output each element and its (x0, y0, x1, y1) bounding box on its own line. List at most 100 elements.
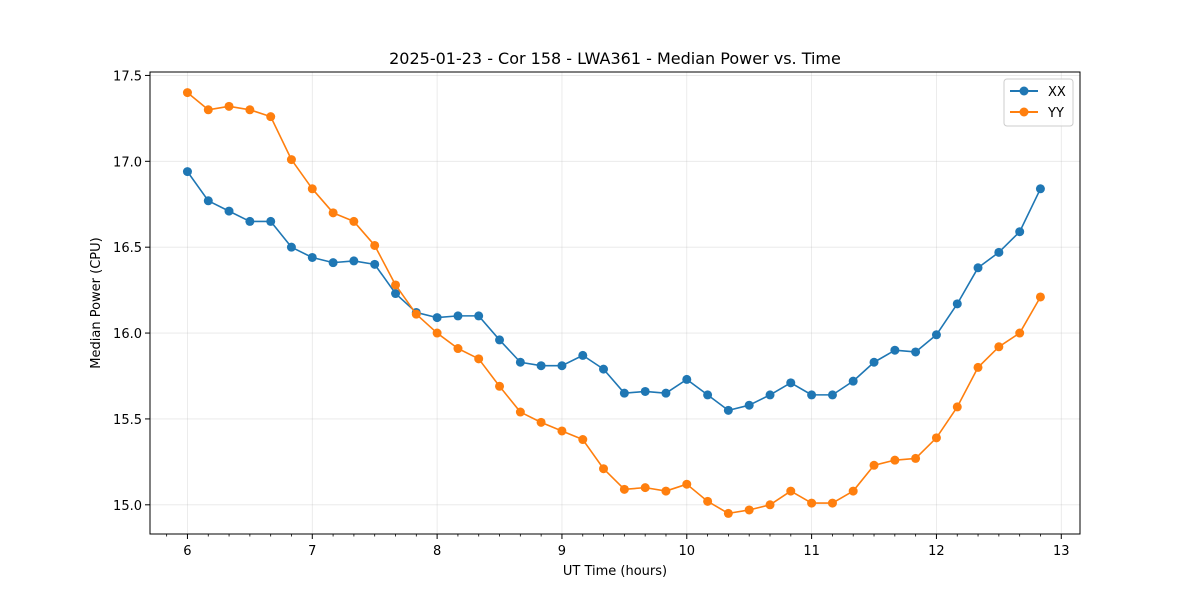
data-point (703, 390, 713, 400)
data-point (515, 407, 525, 417)
data-point (307, 252, 317, 262)
data-point (453, 311, 463, 321)
data-point (182, 167, 192, 177)
data-point (245, 105, 255, 115)
data-point (203, 105, 213, 115)
data-point (557, 426, 567, 436)
data-point (765, 500, 775, 510)
data-point (786, 486, 796, 496)
y-tick-label: 16.0 (113, 327, 142, 342)
data-point (973, 263, 983, 273)
data-point (994, 342, 1004, 352)
data-point (495, 381, 505, 391)
data-point (619, 484, 629, 494)
x-tick-label: 6 (183, 544, 191, 559)
y-tick-label: 17.5 (113, 69, 142, 84)
data-point (286, 242, 296, 252)
data-point (931, 433, 941, 443)
y-tick-label: 15.0 (113, 499, 142, 514)
y-axis-label: Median Power (CPU) (89, 237, 104, 368)
data-point (286, 155, 296, 165)
data-point (599, 364, 609, 374)
data-point (599, 464, 609, 474)
plot-frame (149, 71, 1081, 535)
data-point (557, 361, 567, 371)
data-point (952, 299, 962, 309)
data-point (224, 101, 234, 111)
data-point (453, 344, 463, 354)
data-point (786, 378, 796, 388)
data-point (661, 388, 671, 398)
data-point (848, 376, 858, 386)
x-tick-label: 10 (679, 544, 696, 559)
y-tick-label: 15.5 (113, 413, 142, 428)
data-point (370, 240, 380, 250)
axis-ticks: 6 7 8 9 10 11 12 13 15.0 15.5 16.0 16.5 17.0 17.5 (113, 69, 1070, 559)
y-tick-label: 16.5 (113, 241, 142, 256)
data-point (349, 216, 359, 226)
data-point (391, 280, 401, 290)
data-point (973, 362, 983, 372)
data-point (723, 508, 733, 518)
data-point (411, 309, 421, 319)
data-point (578, 350, 588, 360)
data-point (807, 390, 817, 400)
data-point (744, 505, 754, 515)
data-point (744, 400, 754, 410)
data-point (682, 374, 692, 384)
data-point (349, 256, 359, 266)
series-layer (182, 88, 1045, 518)
data-point (474, 311, 484, 321)
grid (150, 72, 1080, 534)
data-point (515, 357, 525, 367)
data-point (328, 258, 338, 268)
data-point (807, 498, 817, 508)
data-point (370, 259, 380, 269)
data-point (869, 460, 879, 470)
legend: XX YY (1003, 78, 1074, 127)
data-point (890, 455, 900, 465)
x-tick-label: 7 (308, 544, 316, 559)
y-tick-label: 17.0 (113, 155, 142, 170)
data-point (890, 345, 900, 355)
data-point (661, 486, 671, 496)
legend-marker-xx (1019, 86, 1029, 96)
data-point (952, 402, 962, 412)
chart-title: 2025-01-23 - Cor 158 - LWA361 - Median P… (389, 49, 841, 68)
data-point (266, 112, 276, 122)
x-tick-label: 8 (433, 544, 441, 559)
data-point (640, 386, 650, 396)
x-tick-label: 9 (558, 544, 566, 559)
data-point (391, 289, 401, 299)
data-point (723, 405, 733, 415)
data-point (1015, 328, 1025, 338)
data-point (182, 88, 192, 98)
data-point (827, 390, 837, 400)
data-point (432, 313, 442, 323)
data-point (474, 354, 484, 364)
x-tick-label: 13 (1053, 544, 1070, 559)
data-point (307, 184, 317, 194)
legend-marker-yy (1019, 107, 1029, 117)
data-point (1015, 227, 1025, 237)
data-point (869, 357, 879, 367)
data-point (911, 347, 921, 357)
data-point (328, 208, 338, 218)
data-point (703, 496, 713, 506)
data-point (911, 453, 921, 463)
data-point (495, 335, 505, 345)
x-axis-label: UT Time (hours) (563, 564, 667, 579)
legend-label-yy: YY (1047, 106, 1064, 121)
data-point (765, 390, 775, 400)
data-point (536, 417, 546, 427)
data-point (203, 196, 213, 206)
data-point (619, 388, 629, 398)
data-point (931, 330, 941, 340)
x-tick-label: 11 (803, 544, 820, 559)
x-tick-label: 12 (928, 544, 945, 559)
data-point (224, 206, 234, 216)
data-point (432, 328, 442, 338)
data-point (848, 486, 858, 496)
